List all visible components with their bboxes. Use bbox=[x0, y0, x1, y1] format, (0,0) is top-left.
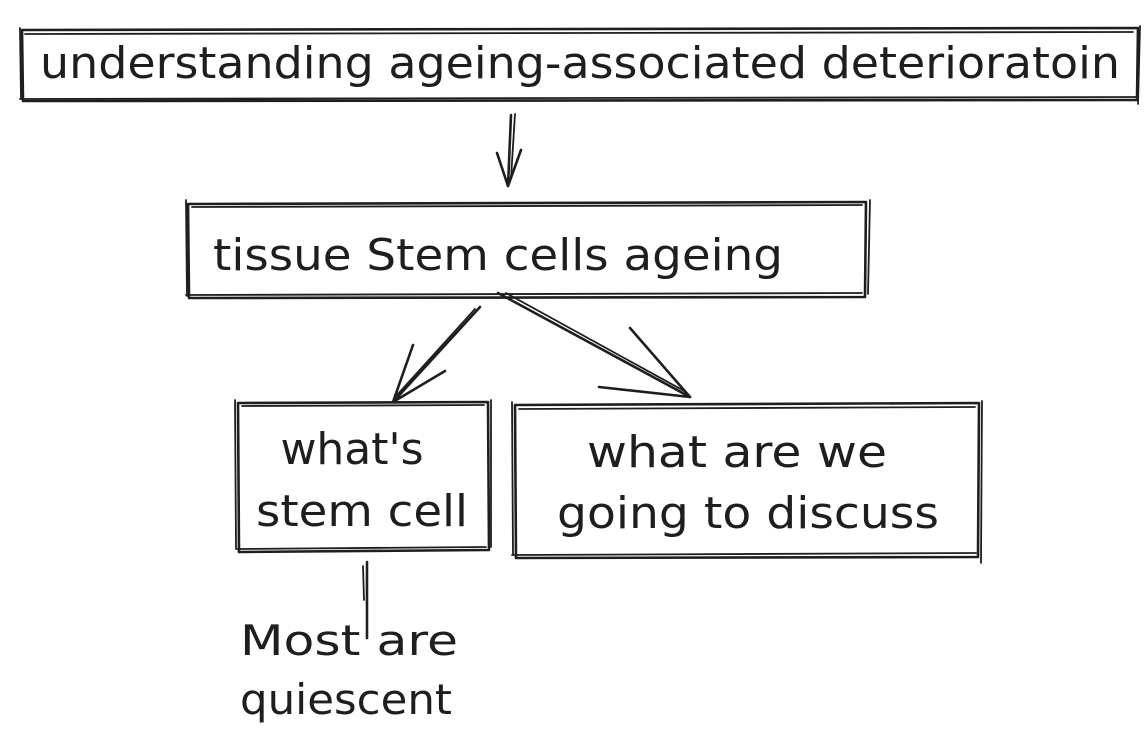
arrow-top-to-middle bbox=[495, 113, 523, 188]
node-left-label-line1: what's bbox=[280, 424, 423, 475]
node-top-border-sketch bbox=[19, 25, 1141, 105]
note-line2: quiescent bbox=[240, 675, 452, 724]
node-right[interactable]: what are we going to discuss bbox=[511, 400, 983, 564]
node-left-border-sketch bbox=[234, 399, 492, 550]
arrow-middle-to-left bbox=[391, 305, 482, 404]
node-right-label-line1: what are we bbox=[587, 427, 887, 478]
connector-left-to-note bbox=[362, 560, 369, 640]
node-right-border-sketch bbox=[511, 400, 983, 564]
node-right-label-line2: going to discuss bbox=[557, 488, 939, 539]
node-middle-border-sketch bbox=[185, 199, 871, 297]
node-top[interactable]: understanding ageing-associated deterior… bbox=[19, 25, 1141, 105]
node-left[interactable]: what's stem cell bbox=[234, 399, 492, 554]
arrow-middle-to-right bbox=[496, 291, 692, 399]
node-top-label: understanding ageing-associated deterior… bbox=[40, 38, 1120, 89]
node-middle[interactable]: tissue Stem cells ageing bbox=[185, 199, 871, 300]
note-line1: Most are bbox=[240, 616, 458, 665]
note-quiescent: Most are quiescent bbox=[240, 616, 458, 724]
node-right-border bbox=[513, 401, 981, 560]
node-left-border bbox=[236, 400, 491, 554]
node-middle-label: tissue Stem cells ageing bbox=[213, 230, 783, 281]
node-left-label-line2: stem cell bbox=[256, 486, 468, 537]
node-top-border bbox=[20, 26, 1140, 103]
node-middle-border bbox=[186, 200, 868, 300]
